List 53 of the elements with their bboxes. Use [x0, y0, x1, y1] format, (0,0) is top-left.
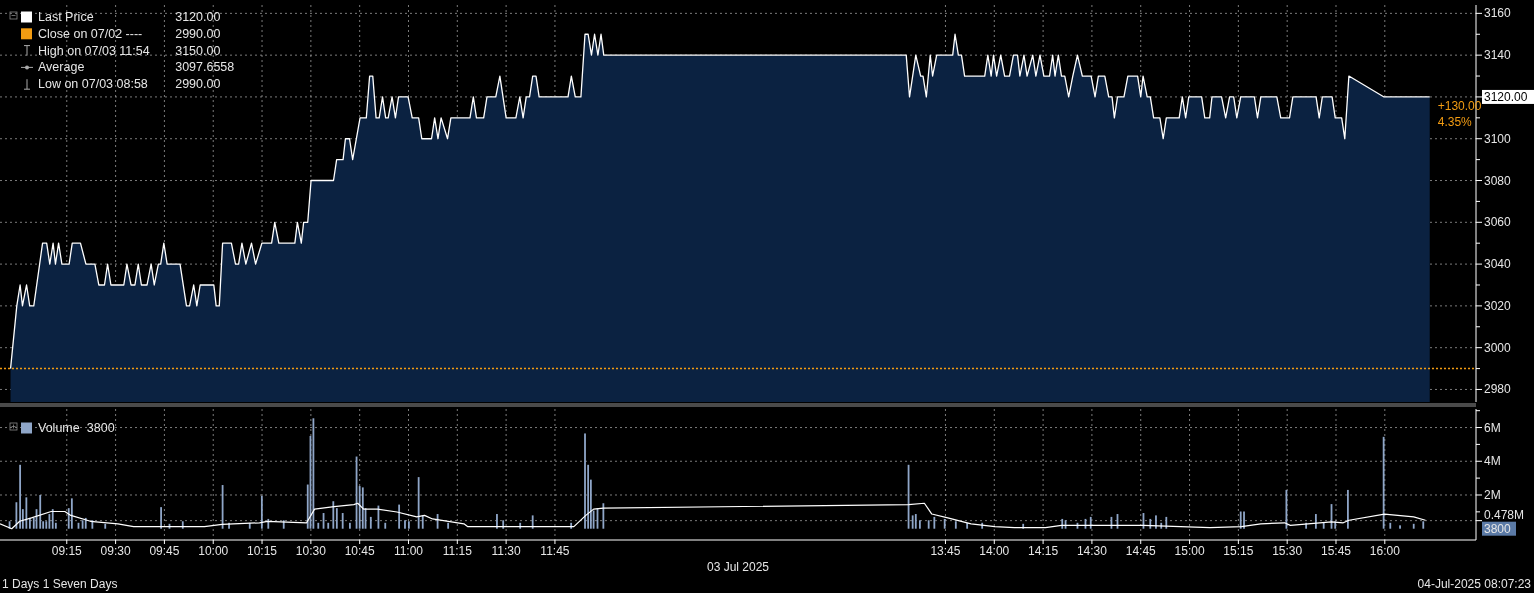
- x-tick-label: 15:30: [1272, 544, 1303, 558]
- x-tick-label: 13:45: [930, 544, 961, 558]
- x-tick-label: 10:45: [344, 544, 376, 558]
- annotation: High on 07/03 11:54: [38, 43, 150, 58]
- y-tick-label: 4M: [1484, 454, 1501, 469]
- x-tick-label: 11:15: [442, 544, 473, 558]
- x-tick-label: 15:00: [1174, 544, 1205, 558]
- x-tick-label: 09:45: [149, 544, 180, 558]
- annotation: 3120.00: [175, 10, 221, 24]
- x-tick-label: 11:45: [540, 544, 570, 558]
- text: 3800: [1484, 521, 1512, 536]
- y-tick-label: 3000: [1484, 340, 1512, 355]
- y-tick-label: 3140: [1484, 48, 1512, 63]
- y-tick-label: 2980: [1484, 382, 1512, 397]
- annotation: 2990.00: [175, 77, 221, 92]
- annotation: 3150.00: [175, 43, 221, 58]
- x-tick-label: 14:00: [979, 544, 1010, 558]
- y-tick-label: 6M: [1484, 420, 1501, 435]
- x-tick-label: 10:00: [198, 544, 229, 558]
- y-tick-label: 3120.00: [1484, 89, 1528, 104]
- text: 04-Jul-2025 08:07:23: [1417, 577, 1532, 591]
- x-tick-label: 14:15: [1028, 544, 1059, 558]
- annotation: Low on 07/03 08:58: [38, 77, 148, 92]
- x-tick-label: 10:15: [247, 544, 278, 558]
- y-tick-label: 3160: [1484, 6, 1512, 21]
- x-tick-label: 15:45: [1320, 544, 1352, 558]
- annotation: 3097.6558: [175, 60, 235, 75]
- legend-label: Volume: [38, 421, 80, 435]
- x-tick-label: 14:45: [1125, 544, 1157, 558]
- annotation: 3800: [86, 421, 115, 435]
- legend-label: Close on 07/02 ----: [38, 26, 143, 41]
- x-tick-label: 15:15: [1223, 544, 1254, 558]
- y-tick-label: 2M: [1484, 487, 1501, 502]
- x-tick-label: 11:00: [393, 544, 424, 558]
- y-tick-label: 3060: [1484, 215, 1512, 230]
- annotation: Average: [38, 60, 85, 75]
- y-tick-label: 0.478M: [1484, 507, 1525, 522]
- x-tick-label: 09:30: [100, 544, 131, 558]
- x-tick-label: 09:15: [51, 544, 83, 558]
- x-tick-label: 11:30: [491, 544, 522, 558]
- y-tick-label: 3100: [1484, 131, 1512, 146]
- annotation: 2990.00: [175, 26, 221, 41]
- x-tick-label: 10:30: [295, 544, 327, 558]
- y-tick-label: 3080: [1484, 173, 1512, 188]
- x-axis-title: 03 Jul 2025: [706, 560, 770, 574]
- text: 1 Days 1 Seven Days: [2, 577, 118, 591]
- annotation: 4.35%: [1437, 114, 1473, 129]
- y-tick-label: 3040: [1484, 257, 1512, 272]
- y-tick-label: 3020: [1484, 298, 1512, 313]
- x-tick-label: 16:00: [1369, 544, 1401, 558]
- legend-label: Last Price: [38, 10, 94, 24]
- annotation: +130.00: [1437, 98, 1482, 113]
- x-tick-label: 14:30: [1076, 544, 1108, 558]
